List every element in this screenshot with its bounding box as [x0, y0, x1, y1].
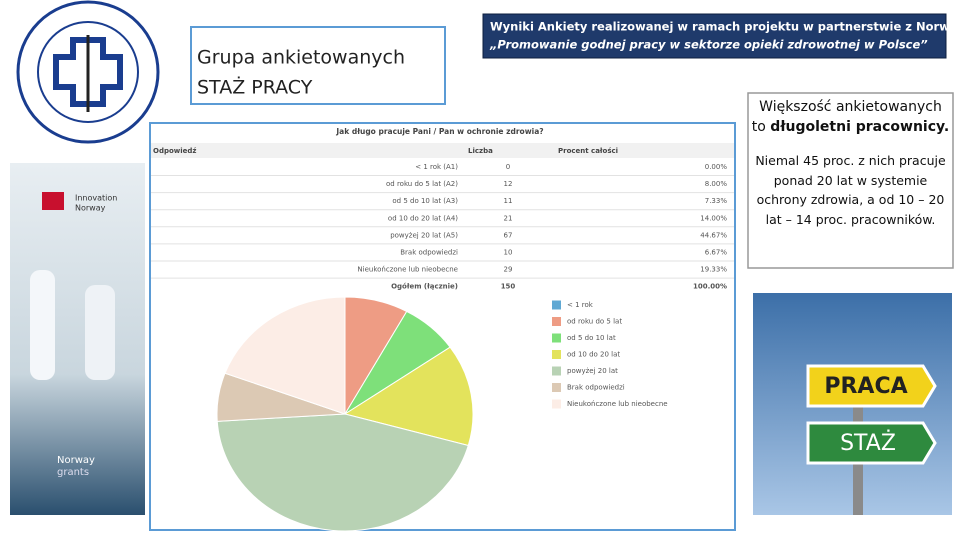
summary-text: Większość ankietowanych to długoletni pr…: [750, 97, 951, 229]
table-title: Jak długo pracuje Pani / Pan w ochronie …: [335, 127, 543, 136]
legend-label: od 10 do 20 lat: [567, 351, 620, 359]
row-percent: 14.00%: [700, 214, 727, 222]
row-count: 10: [504, 249, 513, 257]
brand-text: Innovation: [75, 194, 117, 203]
table-header-bg: [151, 143, 734, 158]
legend-swatch: [552, 399, 561, 409]
row-label: od 5 do 10 lat (A3): [392, 197, 458, 205]
row-label: od 10 do 20 lat (A4): [388, 214, 458, 222]
legend-swatch: [552, 300, 561, 310]
grants-text: Norway: [57, 455, 95, 466]
legend-label: od roku do 5 lat: [567, 318, 622, 326]
group-title: STAŻ PRACY: [197, 76, 313, 99]
legend-swatch: [552, 317, 561, 326]
row-label: Ogółem (łącznie): [391, 283, 458, 291]
row-label: Brak odpowiedzi: [400, 249, 458, 257]
row-percent: 44.67%: [700, 231, 727, 239]
row-percent: 8.00%: [705, 180, 728, 188]
banner: [482, 13, 947, 59]
legend-label: < 1 rok: [567, 301, 594, 309]
figure: [30, 270, 55, 380]
banner-text: Wyniki Ankiety realizowanej w ramach pro…: [490, 20, 960, 34]
pie-slice: [343, 346, 474, 447]
summary: Większość ankietowanych to długoletni pr…: [750, 97, 951, 229]
sign-text: STAŻ: [840, 430, 896, 456]
row-label: powyżej 20 lat (A5): [390, 231, 458, 239]
figure: [85, 285, 115, 380]
summary-lead: Większość ankietowanych to długoletni pr…: [750, 97, 951, 137]
legend-label: Brak odpowiedzi: [567, 384, 625, 392]
table-header: Liczba: [468, 147, 493, 155]
row-count: 12: [504, 180, 513, 188]
legend-swatch: [552, 366, 561, 376]
row-count: 11: [504, 197, 513, 205]
brand-text: Norway: [75, 204, 106, 213]
row-count: 29: [504, 266, 513, 274]
legend-swatch: [552, 350, 561, 359]
row-label: Nieukończone lub nieobecne: [357, 266, 458, 274]
row-count: 21: [504, 214, 513, 222]
logo: [16, 0, 160, 144]
sign-text: PRACA: [824, 374, 907, 399]
pie-slice: [224, 296, 346, 415]
summary-box: [747, 92, 954, 269]
sign: [806, 421, 937, 465]
legend-label: Nieukończone lub nieobecne: [567, 400, 668, 408]
banner-text: „Promowanie godnej pracy w sektorze opie…: [489, 38, 928, 52]
row-percent: 100.00%: [693, 283, 727, 291]
row-count: 0: [506, 163, 510, 171]
row-count: 67: [504, 231, 513, 239]
row-percent: 0.00%: [705, 163, 728, 171]
summary-body: Niemal 45 proc. z nich pracuje ponad 20 …: [755, 153, 946, 227]
legend-label: powyżej 20 lat: [567, 367, 618, 375]
summary-lead-text: Większość ankietowanych to: [751, 99, 942, 135]
row-percent: 6.67%: [705, 249, 728, 257]
legend-label: od 5 do 10 lat: [567, 334, 616, 342]
group-title: Grupa ankietowanych: [197, 47, 405, 69]
row-percent: 7.33%: [705, 197, 728, 205]
table-header: Odpowiedź: [153, 147, 196, 155]
grants-text: grants: [57, 467, 89, 478]
row-label: < 1 rok (A1): [415, 163, 458, 171]
summary-lead-bold: długoletni pracownicy.: [770, 119, 950, 135]
legend-swatch: [552, 333, 561, 343]
pie-slice: [216, 413, 469, 532]
sign: [806, 364, 937, 408]
row-count: 150: [501, 283, 516, 291]
row-percent: 19.33%: [700, 266, 727, 274]
brand-icon: [42, 192, 64, 210]
group-box: [190, 26, 446, 105]
table-header: Procent całości: [558, 147, 618, 155]
legend-swatch: [552, 383, 561, 392]
row-label: od roku do 5 lat (A2): [386, 180, 458, 188]
